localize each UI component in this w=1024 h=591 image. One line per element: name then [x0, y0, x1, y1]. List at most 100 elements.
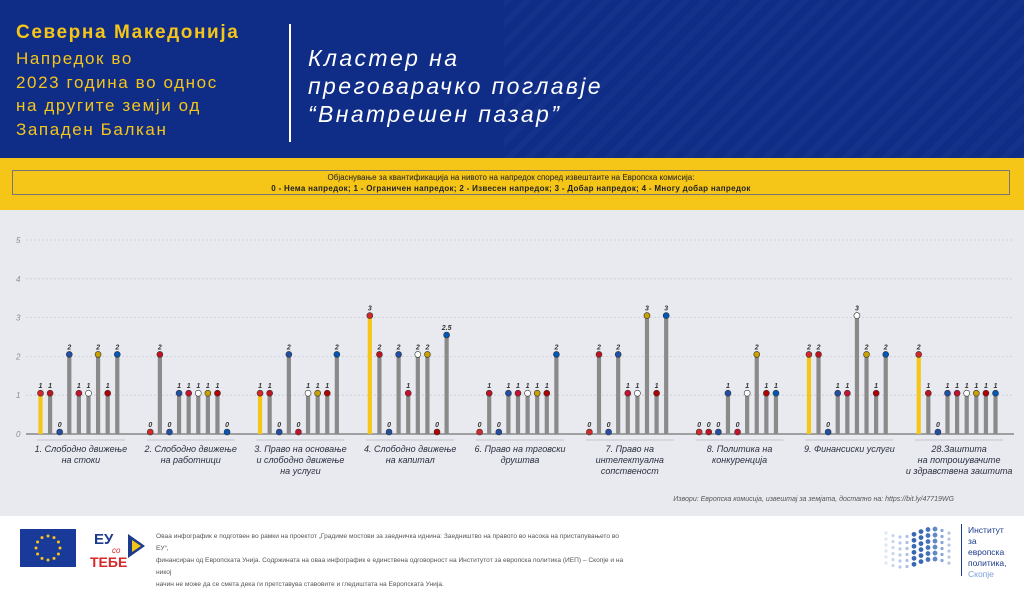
bar	[415, 356, 420, 434]
data-label: 0	[296, 422, 300, 429]
bar	[625, 395, 630, 434]
source-note: Извори: Европска комисија, извештај за з…	[673, 496, 954, 503]
y-tick-label: 3	[16, 314, 21, 323]
category-label: 1. Слободно движење	[35, 444, 127, 454]
country-title: Северна Македонија	[16, 22, 240, 43]
bosnia-herzegovina-flag-icon	[166, 428, 173, 436]
data-label: 1	[516, 383, 520, 390]
footer-disclaimer: Оваа инфографик е подготвен во рамки на …	[156, 531, 626, 591]
bar	[396, 356, 401, 434]
bar	[745, 395, 750, 434]
montenegro-flag-icon	[763, 389, 770, 397]
data-label: 1	[926, 383, 930, 390]
ukraine-flag-icon	[992, 389, 999, 397]
data-label: 2	[376, 344, 381, 351]
bar	[664, 317, 669, 434]
kosovo-flag-icon	[614, 351, 622, 358]
data-label: 1	[955, 383, 959, 390]
data-label: 1	[216, 383, 220, 390]
data-label: 1	[974, 383, 978, 390]
data-label: 1	[946, 383, 950, 390]
data-label: 2	[286, 344, 291, 351]
bar	[544, 395, 549, 434]
data-label: 2	[864, 344, 869, 351]
georgia-flag-icon	[414, 351, 422, 358]
bar	[945, 395, 950, 434]
bosnia-herzegovina-flag-icon	[605, 428, 612, 436]
chart-area	[0, 210, 1024, 516]
bar	[535, 395, 540, 434]
institute-logo-graphic	[884, 526, 951, 569]
north-macedonia-flag-icon	[915, 351, 923, 358]
category-label: 3. Право на основање	[254, 444, 346, 454]
montenegro-flag-icon	[323, 389, 331, 397]
data-label: 2	[754, 344, 759, 351]
bar	[864, 356, 869, 434]
y-tick-label: 5	[16, 236, 21, 245]
data-label: 0	[277, 422, 281, 429]
data-label: 1	[316, 383, 320, 390]
bosnia-herzegovina-flag-icon	[824, 428, 832, 436]
data-label: 0	[148, 422, 152, 429]
data-label: 3	[664, 306, 668, 313]
data-label: 0	[697, 422, 701, 429]
y-tick-label: 2	[15, 352, 21, 361]
bar	[425, 356, 430, 434]
georgia-flag-icon	[853, 312, 861, 319]
bar	[67, 356, 72, 434]
data-label: 3	[645, 306, 649, 313]
institute-divider	[961, 524, 962, 576]
data-label: 1	[726, 383, 730, 390]
north-macedonia-flag-icon	[695, 428, 703, 436]
serbia-flag-icon	[734, 428, 741, 436]
bar	[257, 395, 263, 434]
institute-city: Скопје	[968, 569, 994, 579]
institute-line: за	[968, 536, 977, 546]
category-label: 7. Право на	[606, 444, 655, 454]
north-macedonia-flag-icon	[476, 428, 483, 436]
disclaimer-line: начин не може да се смета дека ги претст…	[156, 581, 444, 588]
moldova-flag-icon	[973, 389, 980, 397]
bar	[916, 356, 921, 434]
institute-line: Институт	[968, 525, 1004, 535]
georgia-flag-icon	[524, 389, 531, 397]
bar	[506, 395, 511, 434]
ukraine-flag-icon	[333, 351, 341, 358]
montenegro-flag-icon	[543, 389, 551, 397]
bar	[487, 395, 492, 434]
bar	[644, 317, 650, 434]
category-label: 6. Право на трговски	[474, 444, 565, 454]
albania-flag-icon	[595, 351, 603, 358]
data-label: 1	[984, 383, 988, 390]
data-label: 1	[526, 383, 530, 390]
data-label: 2	[553, 344, 558, 351]
bar	[105, 395, 110, 434]
ukraine-flag-icon	[772, 389, 780, 397]
bar	[286, 356, 291, 434]
category-label: на работници	[161, 455, 221, 465]
data-label: 1	[635, 383, 639, 390]
bar	[983, 395, 989, 434]
moldova-flag-icon	[424, 351, 431, 358]
data-label: 1	[965, 383, 969, 390]
bar	[406, 395, 411, 434]
category-label: и слободно движење	[256, 455, 344, 465]
data-label: 1	[874, 383, 878, 390]
serbia-flag-icon	[185, 389, 192, 397]
bar	[854, 317, 860, 434]
bar	[525, 395, 530, 434]
bar	[926, 395, 931, 434]
data-label: 2	[806, 344, 811, 351]
category-label: друштва	[501, 455, 540, 465]
footer	[0, 516, 1024, 590]
data-label: 1	[845, 383, 849, 390]
albania-flag-icon	[46, 389, 54, 397]
data-label: 2	[95, 344, 100, 351]
bosnia-herzegovina-flag-icon	[275, 428, 283, 436]
albania-flag-icon	[485, 389, 493, 397]
data-label: 0	[168, 422, 172, 429]
data-label: 1	[764, 383, 768, 390]
north-macedonia-flag-icon	[586, 428, 593, 436]
bar	[205, 395, 210, 434]
